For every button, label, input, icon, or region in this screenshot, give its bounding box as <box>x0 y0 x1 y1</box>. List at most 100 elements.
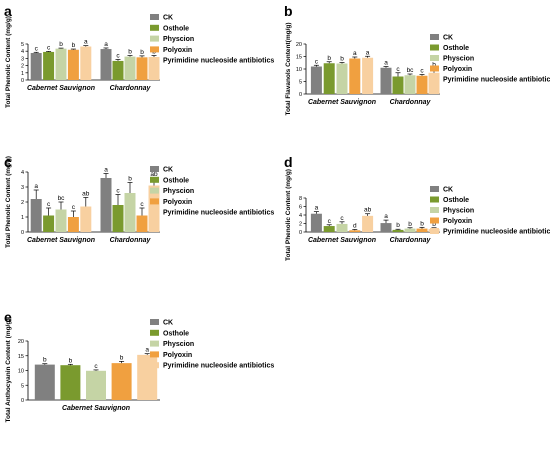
significance-letter: b <box>396 222 400 229</box>
legend-swatch <box>430 207 439 213</box>
bar <box>404 75 416 94</box>
panel-letter: c <box>4 154 12 170</box>
significance-letter: b <box>340 56 344 63</box>
bar <box>55 48 67 80</box>
bar <box>124 193 136 232</box>
category-label: Cabernet Sauvignon <box>27 85 95 92</box>
legend-swatch <box>150 24 159 31</box>
legend-swatch <box>150 198 159 205</box>
category-label: Cabernet Sauvignon <box>308 237 376 244</box>
legend-swatch <box>150 166 159 172</box>
legend-label: CK <box>163 15 173 22</box>
significance-letter: d <box>353 222 357 229</box>
bar <box>310 66 322 94</box>
significance-letter: c <box>140 201 144 208</box>
significance-letter: b <box>72 42 76 49</box>
bar <box>80 46 92 80</box>
legend-label: Physcion <box>443 208 474 215</box>
legend-swatch <box>150 340 159 347</box>
y-tick-label: 4 <box>21 170 24 176</box>
significance-letter: ab <box>150 171 158 178</box>
y-axis-label: Total Phenolic Content (mg/g) <box>5 16 12 108</box>
bar <box>323 63 335 94</box>
y-tick-label: 6 <box>299 205 302 211</box>
legend-label: Physcion <box>163 188 194 195</box>
panel-letter: d <box>284 154 293 170</box>
category-label: Chardonnay <box>110 237 152 244</box>
bar <box>416 228 428 232</box>
legend-label: CK <box>443 187 453 194</box>
y-tick-label: 4 <box>21 49 24 55</box>
significance-letter: ab <box>364 207 372 214</box>
legend-swatch <box>150 46 159 53</box>
significance-letter: bc <box>58 195 66 202</box>
legend-label: Polyoxin <box>163 352 192 359</box>
legend-swatch <box>150 329 159 336</box>
bar <box>124 56 136 80</box>
legend-label: Pyrimidine nucleoside antibiotics <box>163 363 274 370</box>
bar <box>362 57 374 94</box>
y-tick-label: 0 <box>21 398 24 404</box>
y-tick-label: 2 <box>299 222 302 228</box>
y-tick-label: 0 <box>21 78 24 84</box>
significance-letter: c <box>47 201 51 208</box>
significance-letter: c <box>340 215 344 222</box>
y-tick-label: 1 <box>21 71 24 77</box>
bar <box>380 223 392 232</box>
legend-swatch <box>150 351 159 358</box>
significance-letter: a <box>104 167 108 174</box>
legend-label: Pyrimidine nucleoside antibiotics <box>443 229 550 236</box>
significance-letter: b <box>128 49 132 56</box>
significance-letter: c <box>315 58 319 65</box>
bar <box>100 178 112 232</box>
y-tick-label: 20 <box>296 42 302 48</box>
y-axis-label: Total Phenolic Content (mg/g) <box>285 169 292 261</box>
legend-label: CK <box>163 167 173 174</box>
legend-swatch <box>430 65 439 72</box>
y-tick-label: 5 <box>299 80 302 86</box>
significance-letter: b <box>69 357 73 364</box>
bar <box>60 365 81 400</box>
significance-letter: c <box>396 66 400 73</box>
significance-letter: b <box>128 176 132 183</box>
legend-label: Physcion <box>163 341 194 348</box>
legend-swatch <box>150 14 159 20</box>
y-tick-label: 8 <box>299 196 302 202</box>
significance-letter: a <box>104 41 108 48</box>
panel-letter: a <box>4 3 12 19</box>
bar <box>100 49 112 80</box>
bar <box>34 364 55 400</box>
significance-letter: b <box>327 55 331 62</box>
legend-swatch <box>150 209 159 216</box>
bar <box>112 60 124 80</box>
legend-label: CK <box>163 320 173 327</box>
category-label: Cabernet Sauvignon <box>308 99 376 106</box>
significance-letter: a <box>384 60 388 67</box>
significance-letter: b <box>120 354 124 361</box>
significance-letter: b <box>408 221 412 228</box>
legend: CK Osthole Physcion Polyoxin Pyrimidine nucl… <box>150 319 274 370</box>
bar <box>404 228 416 232</box>
bar <box>111 363 132 400</box>
significance-letter: c <box>328 218 332 225</box>
bar <box>43 51 55 80</box>
bar <box>428 72 440 94</box>
significance-letter: b <box>59 41 63 48</box>
y-axis-label: Total Phenolic Content (mg/g) <box>5 156 12 248</box>
significance-letter: a <box>145 347 149 354</box>
legend-swatch <box>150 319 159 325</box>
category-label: Cabernet Sauvignon <box>62 405 130 412</box>
significance-letter: a <box>366 49 370 56</box>
significance-letter: a <box>84 39 88 46</box>
bar <box>55 209 67 232</box>
bar <box>136 57 148 80</box>
legend-label: Physcion <box>163 36 194 43</box>
category-label: Chardonnay <box>390 237 432 244</box>
legend-label: Osthole <box>163 25 189 32</box>
